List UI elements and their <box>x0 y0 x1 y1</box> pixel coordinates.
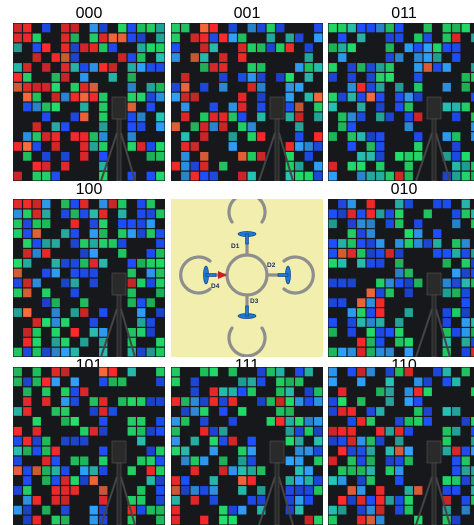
heading-arrow-icon <box>218 271 227 279</box>
led-panel-100 <box>13 199 165 357</box>
led-grid-image <box>13 367 165 525</box>
label-001: 001 <box>233 5 261 22</box>
led-panel-010 <box>328 199 474 357</box>
center-ring <box>225 253 269 297</box>
led-grid-image <box>328 23 474 181</box>
led-grid-image <box>328 367 474 525</box>
led-grid-image <box>328 199 474 357</box>
led-grid-image <box>171 23 323 181</box>
led-panel-001 <box>171 23 323 181</box>
ring-right <box>282 255 315 295</box>
led-grid-image <box>13 199 165 357</box>
quadrotor-diagram: D1 D2 D3 D4 <box>171 199 323 357</box>
ring-top <box>227 199 267 224</box>
led-panel-110 <box>328 367 474 525</box>
led-panel-111 <box>171 367 323 525</box>
label-100: 100 <box>75 181 103 198</box>
motor-label-d4: D4 <box>211 283 220 290</box>
quadrotor-diagram-svg: D1 D2 D3 D4 <box>179 199 315 357</box>
motor-label-d1: D1 <box>231 243 240 250</box>
ring-left <box>179 255 212 295</box>
led-panel-011 <box>328 23 474 181</box>
motor-label-d3: D3 <box>250 298 259 305</box>
label-000: 000 <box>75 5 103 22</box>
motor-label-d2: D2 <box>267 262 276 269</box>
led-grid-image <box>171 367 323 525</box>
label-011: 011 <box>391 5 417 22</box>
label-010: 010 <box>390 181 418 198</box>
led-panel-000 <box>13 23 165 181</box>
led-grid-image <box>13 23 165 181</box>
ring-bottom <box>227 326 267 357</box>
led-panel-101 <box>13 367 165 525</box>
